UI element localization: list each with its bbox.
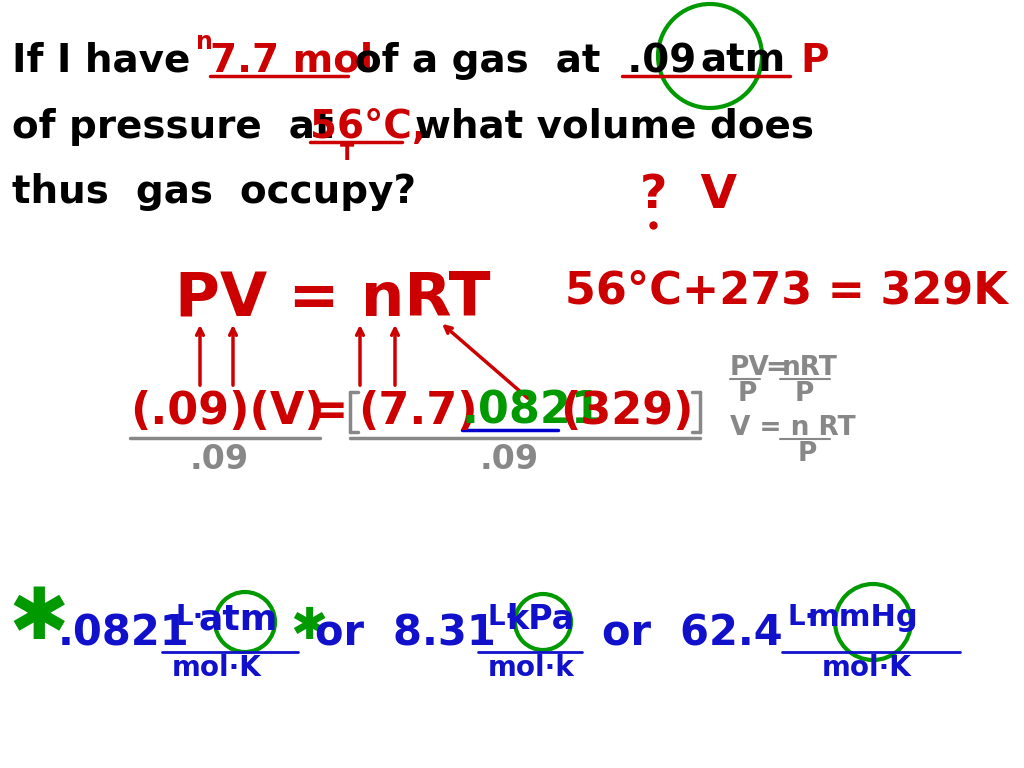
Text: .0821: .0821: [462, 390, 603, 433]
Text: L·: L·: [487, 603, 515, 631]
Text: ?  V: ? V: [640, 173, 737, 218]
Text: 7.7 mol: 7.7 mol: [210, 42, 373, 80]
Text: 56°C,: 56°C,: [310, 108, 427, 146]
Text: what volume does: what volume does: [415, 108, 814, 146]
Text: nRT: nRT: [782, 355, 838, 381]
Text: PV: PV: [730, 355, 770, 381]
Text: ✱: ✱: [290, 605, 328, 648]
Text: T: T: [340, 144, 354, 164]
Text: .09: .09: [480, 443, 539, 476]
Text: mol·K: mol·K: [172, 654, 262, 682]
Text: (7.7): (7.7): [358, 390, 477, 433]
Text: V = n RT: V = n RT: [730, 415, 856, 441]
Text: or  8.31: or 8.31: [315, 613, 496, 655]
Text: 56°C+273 = 329K: 56°C+273 = 329K: [565, 270, 1008, 313]
Text: P: P: [738, 381, 758, 407]
Text: thus  gas  occupy?: thus gas occupy?: [12, 173, 416, 211]
Text: atm: atm: [700, 42, 785, 80]
Text: mol·K: mol·K: [822, 654, 911, 682]
Text: If I have: If I have: [12, 42, 190, 80]
Text: of pressure  at: of pressure at: [12, 108, 334, 146]
Text: =: =: [310, 390, 347, 433]
Text: of a gas  at  .09: of a gas at .09: [355, 42, 696, 80]
Text: .09: .09: [190, 443, 249, 476]
Text: (.09)(V): (.09)(V): [130, 390, 325, 433]
Text: PV = nRT: PV = nRT: [175, 270, 490, 329]
Text: .0821: .0821: [58, 613, 189, 655]
Text: (329): (329): [560, 390, 693, 433]
Text: L·: L·: [175, 603, 203, 631]
Text: P: P: [800, 42, 828, 80]
Text: n: n: [196, 30, 213, 54]
Text: P: P: [795, 381, 814, 407]
Text: or  62.4: or 62.4: [602, 613, 782, 655]
Text: kPa: kPa: [506, 603, 574, 636]
Text: mol·k: mol·k: [488, 654, 574, 682]
Text: =: =: [765, 355, 787, 381]
Text: mmHg: mmHg: [808, 603, 919, 632]
Text: L·: L·: [788, 603, 816, 631]
Text: ✱: ✱: [8, 585, 69, 654]
Text: P: P: [798, 441, 817, 467]
Text: atm: atm: [198, 603, 278, 637]
